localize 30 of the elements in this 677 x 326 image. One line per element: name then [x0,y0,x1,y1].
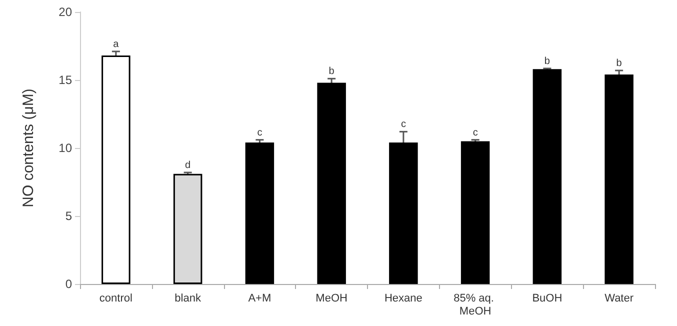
annotation: b [328,66,335,78]
y-tick-label: 20 [58,5,72,19]
annotation: c [257,127,262,138]
annotation: c [400,119,406,130]
x-tick-label: Hexane [384,292,422,304]
annotation: c [472,127,478,138]
bar [604,74,634,284]
y-tick-label: 0 [65,277,72,291]
x-tick-label: 85% aq. MeOH [454,292,498,318]
bar [245,142,274,284]
bar [389,142,418,284]
x-tick-label: A+M [248,292,272,304]
y-tick-label: 10 [58,141,72,155]
x-tick-label: BuOH [532,292,562,304]
x-tick-label: control [99,292,132,304]
annotation: b [616,58,622,69]
bar [532,69,562,284]
bar [102,56,130,284]
x-tick-label: Water [604,292,634,304]
y-tick-label: 5 [65,209,72,223]
y-axis-title: NO contents (μM) [20,88,37,208]
x-tick-label: blank [174,292,202,304]
bar [173,174,202,284]
bar [460,141,490,284]
annotation: d [185,160,191,171]
x-tick-label: MeOH [316,292,348,304]
y-tick-label: 15 [58,73,72,87]
annotation: a [113,38,120,50]
annotation: b [544,56,550,67]
bar [317,82,346,284]
